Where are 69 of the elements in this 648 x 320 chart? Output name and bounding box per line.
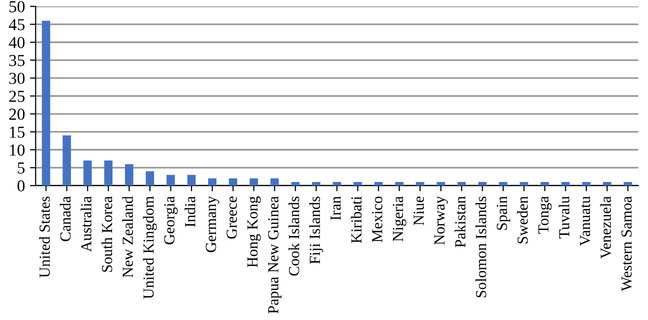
- y-tick-label: 30: [9, 72, 25, 84]
- bar: [374, 182, 383, 186]
- x-tick-label: Cook Islands: [288, 196, 300, 276]
- x-tick-label: Greece: [226, 196, 237, 239]
- x-tick-label: Sweden: [517, 196, 528, 244]
- y-tick-label: 5: [18, 162, 25, 174]
- x-tick-label: New Zealand: [122, 196, 133, 278]
- y-tick-label: 35: [9, 54, 25, 66]
- bar: [291, 182, 300, 186]
- bar: [62, 135, 71, 186]
- x-tick-label: United States: [39, 196, 50, 278]
- bar: [208, 178, 216, 186]
- x-tick-label: India: [184, 196, 196, 227]
- y-tick-label: 0: [18, 180, 25, 192]
- x-tick-label: Georgia: [164, 196, 178, 244]
- bar: [561, 182, 570, 186]
- x-tick-label: Tonga: [538, 196, 552, 234]
- bar: [250, 178, 258, 186]
- x-tick-label: Australia: [80, 196, 92, 252]
- bar: [602, 182, 612, 186]
- bar: [124, 164, 134, 186]
- x-tick-label: Norway: [434, 196, 448, 245]
- x-tick-label: Mexico: [372, 196, 382, 242]
- bar: [83, 160, 92, 186]
- y-tick-label: 20: [9, 108, 25, 120]
- bar: [582, 182, 590, 186]
- x-tick-label: Kiribati: [350, 196, 362, 244]
- x-tick-label: Tuvalu: [558, 196, 570, 238]
- bar: [520, 182, 528, 186]
- x-tick-label: South Korea: [101, 196, 112, 272]
- bar: [166, 174, 175, 186]
- y-tick-label: 10: [10, 144, 25, 156]
- x-tick-label: Hong Kong: [247, 196, 261, 268]
- bar: [499, 182, 508, 186]
- x-tick-label: Spain: [496, 196, 510, 230]
- bar: [104, 160, 113, 186]
- bar: [332, 182, 342, 186]
- x-tick-label: Papua New Guinea: [268, 196, 282, 314]
- x-tick-label: Fiji Islands: [309, 196, 324, 264]
- bar: [42, 20, 50, 186]
- bar: [540, 182, 549, 186]
- y-tick-label: 45: [8, 19, 25, 30]
- x-tick-label: Niue: [414, 196, 424, 226]
- x-tick-label: Western Samoa: [621, 196, 632, 292]
- bar: [187, 174, 196, 186]
- y-tick-label: 50: [10, 1, 25, 12]
- x-tick-label: Vanuatu: [580, 196, 590, 246]
- bar: [436, 182, 446, 186]
- y-tick-label: 15: [10, 126, 25, 138]
- bar: [146, 171, 154, 186]
- x-tick-label: Nigeria: [392, 196, 406, 242]
- x-tick-label: United Kingdom: [142, 196, 157, 299]
- bar: [228, 178, 238, 186]
- bar: [624, 182, 632, 186]
- bar: [395, 182, 404, 186]
- bar: [270, 178, 279, 186]
- x-tick-label: Venezuela: [600, 196, 612, 259]
- x-tick-label: Canada: [60, 196, 71, 242]
- y-tick-label: 25: [9, 90, 25, 102]
- y-tick-label: 40: [8, 36, 25, 48]
- bar: [416, 182, 424, 186]
- bar: [312, 182, 320, 186]
- x-tick-label: Germany: [206, 196, 220, 252]
- bar: [354, 182, 362, 186]
- bar: [478, 182, 487, 186]
- x-tick-label: Pakistan: [454, 196, 466, 248]
- bar: [457, 182, 466, 186]
- x-tick-label: Iran: [330, 196, 341, 220]
- x-tick-label: Solomon Islands: [475, 196, 486, 298]
